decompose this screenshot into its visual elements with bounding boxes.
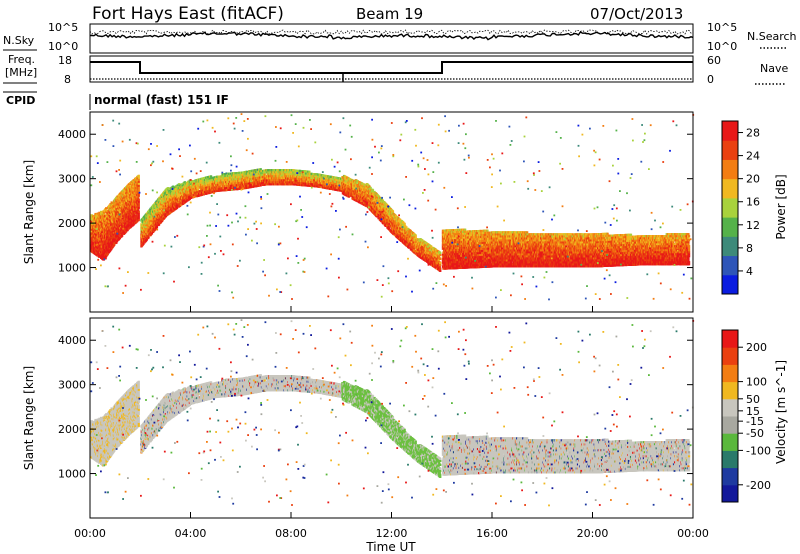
power-cell: [308, 177, 310, 179]
power-cell: [138, 211, 140, 213]
power-cell: [294, 183, 296, 185]
power-cell: [220, 185, 222, 187]
power-cell: [138, 207, 140, 209]
power-cell: [138, 205, 140, 207]
station-title: Fort Hays East (fitACF): [92, 4, 284, 24]
noise-left-tick-bottom: 10^0: [48, 40, 78, 53]
power-cell: [138, 185, 140, 187]
power-cell: [138, 217, 140, 219]
power-cell: [138, 219, 140, 221]
freq-left-tick-top: 18: [58, 54, 72, 67]
cpid-label: CPID: [6, 94, 35, 107]
freq-right-label: Nave: [760, 62, 788, 75]
noise-panel-frame: [90, 24, 693, 53]
noise-right-tick-top: 10^5: [707, 21, 737, 34]
power-cell: [138, 181, 140, 183]
freq-left-label-2: [MHz]: [5, 66, 37, 79]
date-title: 07/Oct/2013: [590, 5, 683, 23]
power-cell: [138, 189, 140, 191]
power-cell: [148, 236, 150, 238]
power-cell: [156, 226, 158, 228]
freq-left-label-1: Freq.: [8, 53, 35, 66]
power-cell: [138, 187, 140, 189]
power-cell: [138, 199, 140, 201]
power-heatmap: [90, 113, 694, 300]
power-cell: [138, 195, 140, 197]
noise-left-label: N.Sky: [3, 34, 35, 47]
freq-panel-frame: [90, 56, 693, 82]
power-cell: [138, 203, 140, 205]
beam-title: Beam 19: [356, 5, 423, 23]
power-cell: [138, 175, 140, 177]
power-cell: [138, 179, 140, 181]
freq-right-tick-top: 60: [707, 54, 721, 67]
power-cell: [193, 196, 195, 198]
power-cell: [260, 184, 262, 186]
power-cell: [138, 213, 140, 215]
freq-left-tick-bottom: 8: [64, 73, 71, 86]
noise-right-label: N.Search: [747, 30, 797, 43]
power-cell: [138, 183, 140, 185]
power-cell: [308, 171, 310, 173]
freq-right-tick-bottom: 0: [707, 73, 714, 86]
power-cell: [138, 177, 140, 179]
power-cell: [138, 201, 140, 203]
noise-right-tick-bottom: 10^0: [707, 40, 737, 53]
power-cell: [138, 215, 140, 217]
freq-trace: [90, 62, 693, 73]
noise-search-trace: [90, 30, 693, 34]
noise-left-tick-top: 10^5: [48, 21, 78, 34]
cpid-mode: normal (fast) 151 IF: [94, 93, 229, 107]
